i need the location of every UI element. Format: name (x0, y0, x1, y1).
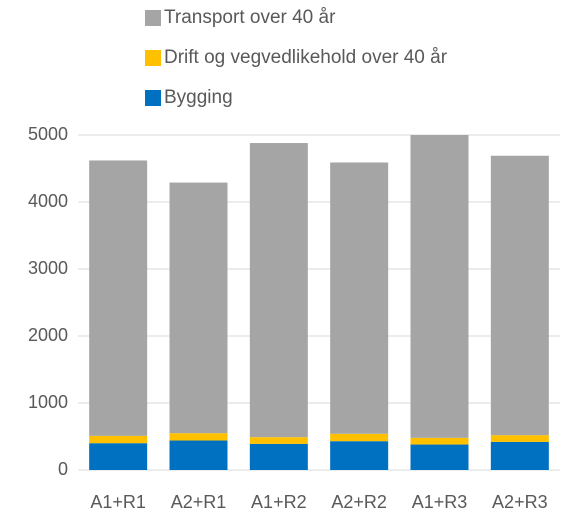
bar-segment (490, 155, 549, 436)
legend-swatch (145, 10, 161, 26)
bar-segment (249, 437, 308, 444)
bar-segment (169, 433, 228, 441)
bar-segment (249, 143, 308, 438)
legend-swatch (145, 90, 161, 106)
bar-segment (89, 443, 148, 470)
y-tick-label: 2000 (28, 325, 68, 345)
x-tick-label: A1+R2 (251, 492, 307, 512)
bar-segment (410, 135, 469, 438)
bar-segment (330, 162, 389, 434)
legend-label: Bygging (164, 87, 233, 108)
bar-segment (410, 444, 469, 470)
bar-segment (249, 443, 308, 470)
bar-segment (410, 437, 469, 445)
x-tick-label: A2+R3 (492, 492, 548, 512)
x-tick-label: A1+R1 (90, 492, 146, 512)
y-tick-label: 5000 (28, 124, 68, 144)
bar-segment (169, 440, 228, 470)
y-tick-label: 3000 (28, 258, 68, 278)
bar-segment (89, 160, 148, 436)
bar-segment (89, 435, 148, 444)
legend-swatch (145, 50, 161, 66)
x-tick-label: A1+R3 (412, 492, 468, 512)
legend-label: Transport over 40 år (164, 7, 336, 28)
legend: Transport over 40 år Drift og vegvedlikeh… (145, 7, 448, 108)
x-tick-label: A2+R2 (331, 492, 387, 512)
legend-label: Drift og vegvedlikehold over 40 år (164, 47, 448, 68)
bar-segment (330, 441, 389, 470)
y-tick-label: 4000 (28, 191, 68, 211)
bar-segment (330, 433, 389, 442)
y-tick-label: 1000 (28, 392, 68, 412)
x-tick-label: A2+R1 (171, 492, 227, 512)
y-tick-label: 0 (58, 459, 68, 479)
bar-segment (169, 182, 228, 434)
bar-segment (490, 435, 549, 442)
bar-segment (490, 441, 549, 470)
